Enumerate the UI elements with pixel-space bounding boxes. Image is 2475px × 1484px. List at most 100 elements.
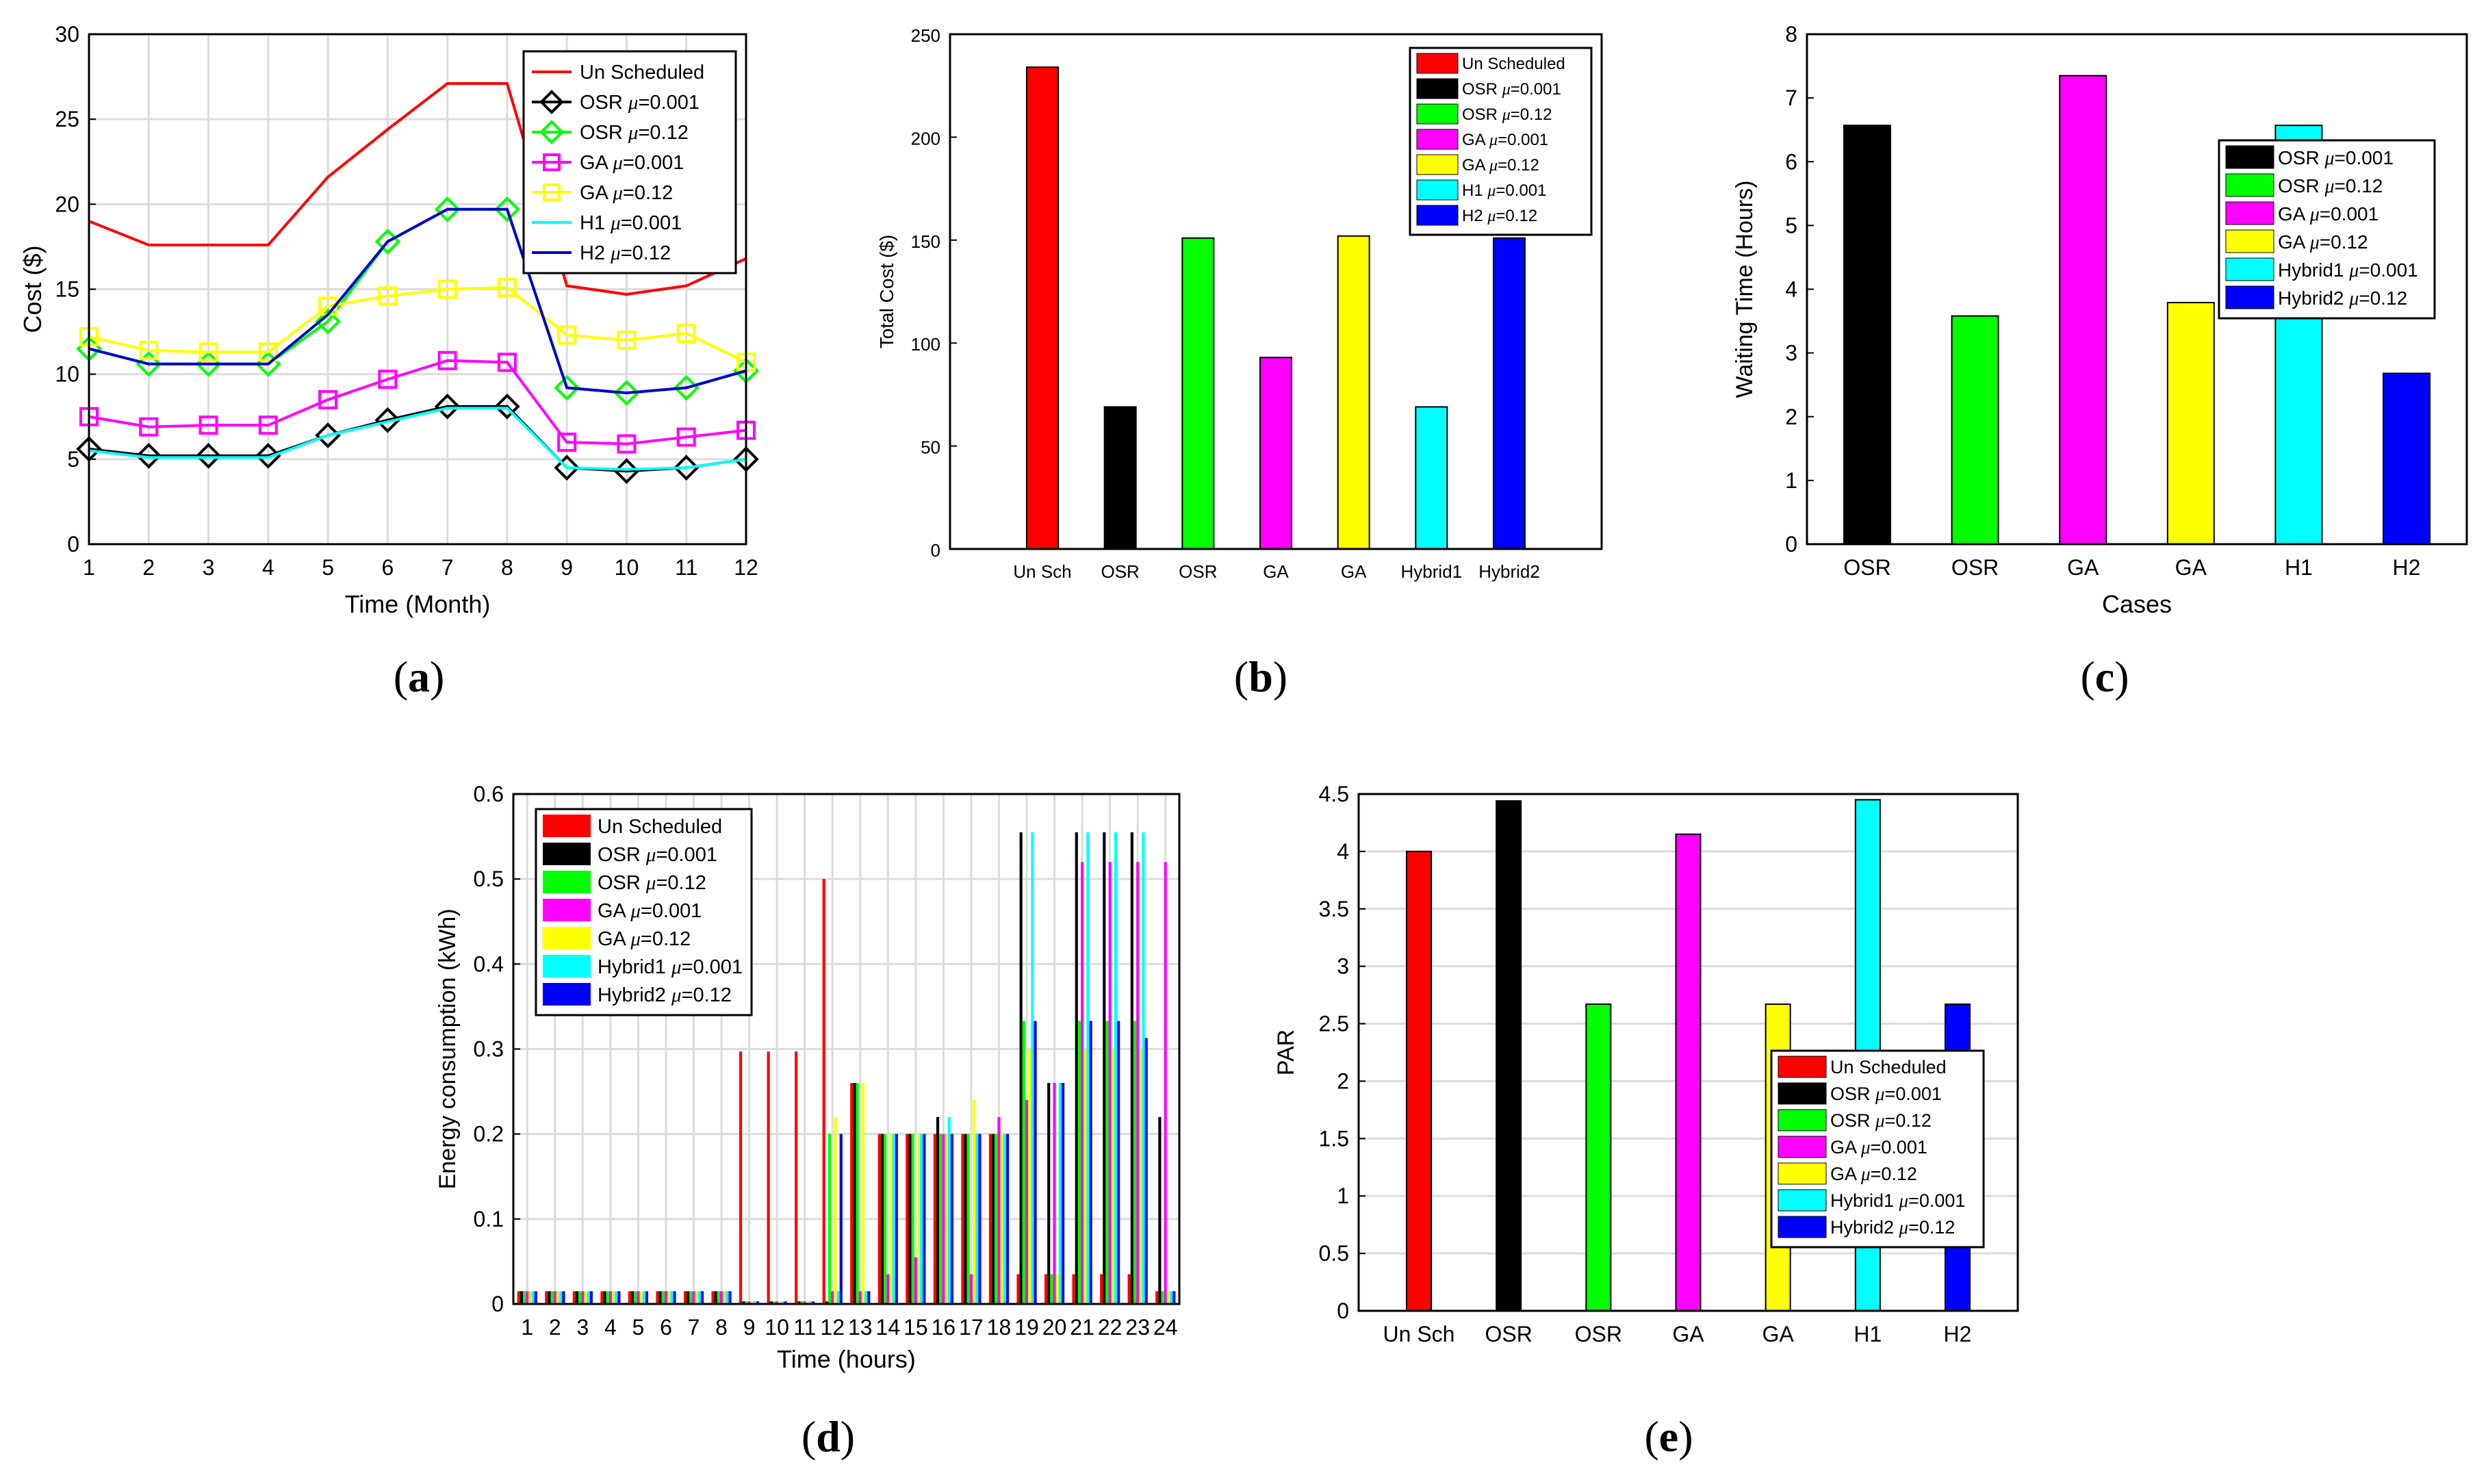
legend-label: OSR μ=0.12 [598,872,706,894]
legend-label: GA μ=0.001 [2278,203,2378,225]
legend-label: GA μ=0.12 [580,182,673,204]
x-tick-label: OSR [1179,561,1217,582]
legend-label: OSR μ=0.12 [1830,1110,1932,1131]
panel-label-c: (c) [2080,652,2129,701]
x-tick-label: 21 [1070,1315,1094,1340]
x-tick-label: GA [1762,1322,1795,1346]
bar-1-7 [714,1291,717,1304]
legend-marker [543,153,561,171]
legend-swatch [543,983,591,1006]
y-tick-label: 50 [921,437,940,458]
y-tick-label: 0 [491,1292,504,1316]
data-point [673,374,700,401]
bar-3-22 [1136,862,1140,1304]
data-point [613,380,640,406]
legend: Un Scheduled OSR μ=0.001 OSR μ=0.12 GA μ=0.… [1409,47,1593,236]
bar-2-10 [800,1301,804,1304]
x-tick-label: Hybrid2 [1478,561,1540,582]
bar-0-16 [961,1134,964,1304]
legend-swatch [2225,285,2274,309]
bar-5 [2383,372,2431,545]
data-point [139,340,159,360]
bar-6-9 [784,1301,787,1304]
bar-0-19 [1044,1274,1048,1304]
data-point [258,415,278,435]
y-tick-label: 3 [1337,954,1349,979]
bar-5-12 [864,1291,868,1304]
data-point [434,196,461,222]
bar-2-5 [661,1291,665,1304]
bar-3-9 [775,1301,779,1304]
data-point [195,443,222,469]
legend-label: OSR μ=0.001 [598,844,717,866]
legend-marker [539,90,564,114]
bar-6-13 [895,1134,898,1304]
bar-0-1 [545,1291,548,1304]
panel-label-d: (d) [802,1412,855,1461]
legend-label: OSR μ=0.001 [1830,1084,1942,1104]
bar-6-2 [589,1291,593,1304]
legend-label: Un Scheduled [580,62,704,84]
legend-label: GA μ=0.001 [1830,1137,1927,1157]
legend-swatch [2225,145,2274,169]
legend-swatch [1778,1216,1827,1238]
bar-5-1 [559,1291,563,1304]
bar-1-21 [1103,832,1106,1304]
x-tick-label: 20 [1042,1315,1067,1340]
y-tick-label: 4.5 [1319,782,1349,806]
legend-label: GA μ=0.12 [2278,231,2368,253]
bar-0 [1406,850,1432,1312]
bar-3-17 [997,1116,1001,1304]
y-tick-label: 1.5 [1319,1126,1349,1151]
bar-4-15 [945,1134,948,1304]
data-point [315,308,341,335]
y-tick-label: 8 [1785,22,1797,47]
bar-6-4 [645,1291,649,1304]
legend-box [2218,139,2436,320]
bar-2 [1181,237,1215,550]
bar-3 [1675,833,1702,1312]
bar-6-19 [1061,1083,1065,1304]
x-tick-label: OSR [1575,1322,1622,1346]
x-tick-label: 19 [1014,1315,1039,1340]
bar-2-3 [606,1291,609,1304]
data-point [494,394,520,420]
bar-6-0 [534,1291,537,1304]
legend-label: OSR μ=0.12 [580,122,689,144]
y-tick-label: 25 [55,107,79,131]
y-axis-label: Cost ($) [18,245,47,333]
y-tick-label: 1 [1337,1184,1349,1208]
x-tick-label: 10 [615,555,639,580]
y-tick-label: 30 [55,22,79,47]
legend-swatch [1416,78,1459,99]
x-tick-label: 12 [734,555,758,580]
y-tick-label: 0.5 [1319,1241,1349,1266]
x-tick-label: OSR [1485,1322,1532,1346]
y-tick-label: 0 [1785,532,1797,556]
bar-5-2 [587,1291,590,1304]
bar-1-22 [1130,832,1133,1304]
bar-2-12 [856,1083,859,1304]
x-tick-label: H1 [1854,1322,1882,1346]
legend: Un Scheduled OSR μ=0.001 OSR μ=0.12 GA μ=0.… [535,808,753,1016]
legend-label: Un Scheduled [1462,55,1565,73]
bar-1-16 [964,1134,967,1304]
bar-0-2 [572,1291,576,1304]
legend: Un Scheduled OSR μ=0.001 OSR μ=0.12 GA μ=0.… [522,50,737,274]
bar-3-16 [969,1274,973,1304]
y-tick-label: 6 [1785,149,1797,174]
x-tick-label: OSR [1843,555,1890,580]
x-tick-label: 1 [521,1315,533,1340]
data-point [255,443,281,469]
legend: Un Scheduled OSR μ=0.001 OSR μ=0.12 GA μ=0.… [1770,1049,1985,1249]
bar-3-19 [1053,1083,1056,1304]
bar-4-8 [750,1301,754,1304]
data-point [497,353,517,372]
data-point [258,342,278,362]
y-tick-label: 0 [931,540,940,561]
bar-2-14 [911,1134,914,1304]
data-point [139,417,159,437]
bar-6 [1493,237,1526,550]
